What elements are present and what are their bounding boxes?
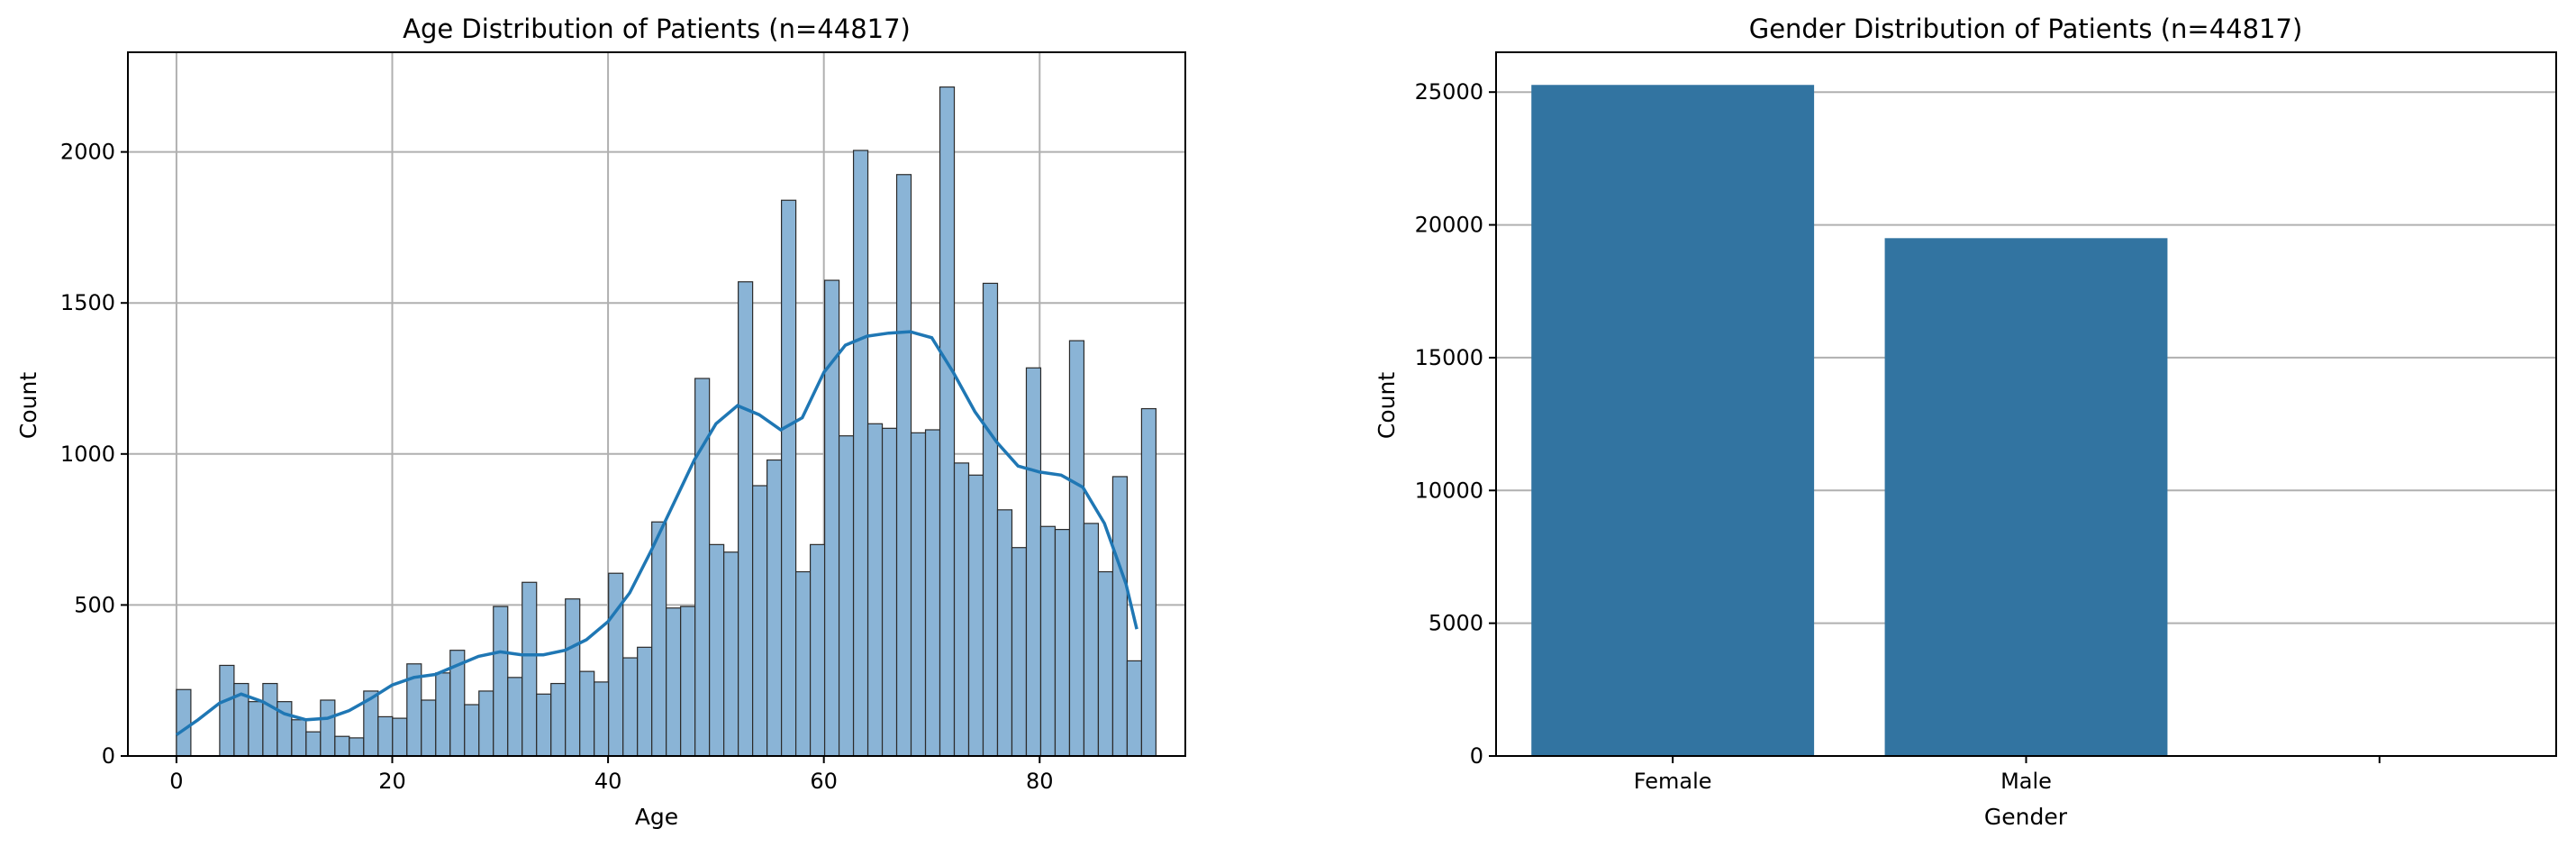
age-histogram-bar	[651, 521, 667, 757]
age-histogram-bar	[967, 474, 984, 757]
age-x-tick-label: 20	[378, 769, 406, 794]
age-histogram-bar	[866, 423, 884, 757]
gender-x-tick-label: Female	[1634, 769, 1712, 794]
age-histogram-bar	[421, 699, 437, 757]
gender-x-axis-label: Gender	[1984, 804, 2068, 830]
gender-y-tick-label: 5000	[1429, 611, 1483, 636]
age-x-axis-label: Age	[635, 804, 678, 830]
age-histogram-bar	[738, 281, 754, 757]
gender-chart-title: Gender Distribution of Patients (n=44817…	[1749, 14, 2303, 44]
gender-bar	[1884, 238, 2168, 756]
age-histogram-bar	[709, 543, 725, 757]
age-chart-title: Age Distribution of Patients (n=44817)	[403, 14, 911, 44]
age-histogram-bar	[291, 719, 307, 757]
age-histogram-bar	[1068, 340, 1085, 757]
age-histogram-bar	[723, 551, 739, 757]
age-histogram-bar	[536, 693, 552, 757]
age-x-tick-label: 40	[594, 769, 622, 794]
age-y-tick-label: 1500	[60, 290, 115, 315]
gender-x-ticks: Female Male	[1634, 756, 2381, 794]
age-histogram-bar	[766, 459, 783, 757]
gender-y-tick-label: 0	[1470, 743, 1483, 769]
age-histogram-bar	[622, 657, 639, 757]
age-histogram-bar	[219, 664, 235, 757]
gender-y-axis-label: Count	[1374, 372, 1400, 439]
age-histogram-bar	[305, 731, 322, 757]
age-y-axis-label: Count	[15, 372, 41, 439]
age-histogram-bar	[939, 86, 956, 757]
age-histogram-bar	[666, 607, 682, 757]
age-histogram-bar	[982, 282, 999, 757]
age-histogram-bar	[478, 690, 494, 757]
age-y-tick-label: 2000	[60, 140, 115, 165]
age-histogram-bar	[608, 572, 624, 757]
gender-bar-chart: Female Male 0 5000 10000 15000 20000 25000 Gen…	[1374, 14, 2557, 830]
age-histogram-bar	[1025, 367, 1042, 757]
age-y-tick-label: 1000	[60, 442, 115, 467]
age-y-ticks: 0 500 1000 1500 2000	[60, 140, 128, 769]
gender-y-tick-label: 10000	[1415, 478, 1483, 503]
age-x-ticks: 0 20 40 60 80	[169, 756, 1054, 794]
age-histogram-bar	[794, 570, 812, 757]
age-histogram-bar	[809, 543, 826, 757]
age-histogram-bar	[507, 677, 523, 757]
age-histogram-bar	[550, 682, 567, 757]
age-histogram-bar	[637, 646, 653, 757]
age-histogram-bar	[1140, 407, 1157, 757]
age-histogram-bar	[1097, 570, 1114, 757]
age-histogram-bar	[493, 606, 509, 757]
age-x-tick-label: 60	[810, 769, 838, 794]
age-histogram-bar	[881, 427, 898, 757]
age-histogram-bar	[334, 735, 350, 757]
age-histogram-bar	[248, 701, 264, 757]
age-histogram-bar	[1054, 529, 1071, 757]
gender-bars	[1531, 85, 2168, 757]
age-histogram-bar	[781, 199, 797, 757]
age-histogram-bar	[1011, 547, 1028, 757]
age-histogram-frame	[127, 51, 1186, 757]
age-histogram-bar	[176, 688, 192, 757]
age-histogram-bar	[680, 606, 696, 757]
gender-x-tick-label: Male	[2000, 769, 2052, 794]
age-histogram-bar	[996, 509, 1013, 757]
age-histogram-bar	[565, 598, 581, 757]
age-histogram-bar	[1083, 523, 1100, 757]
age-histogram-bar	[752, 485, 768, 757]
age-kde-line	[175, 330, 1138, 736]
age-y-tick-label: 0	[102, 743, 115, 769]
age-histogram-bar	[594, 681, 610, 757]
age-histogram-bars	[176, 86, 1157, 757]
age-y-tick-label: 500	[74, 592, 115, 617]
age-histogram-bar	[1111, 476, 1129, 757]
age-histogram-bar	[349, 737, 365, 757]
age-histogram-bar	[910, 432, 927, 757]
age-histogram-bar	[435, 672, 451, 757]
age-x-tick-label: 0	[169, 769, 183, 794]
age-histogram-bar	[522, 581, 538, 757]
age-histogram-bar	[924, 429, 941, 757]
gender-y-ticks: 0 5000 10000 15000 20000 25000	[1415, 79, 1496, 769]
age-x-tick-label: 80	[1026, 769, 1054, 794]
age-histogram-bar	[823, 279, 840, 757]
age-histogram-bar	[895, 174, 912, 757]
age-histogram-bar	[1039, 525, 1057, 757]
age-histogram-bar	[953, 462, 970, 757]
gender-y-tick-label: 15000	[1415, 345, 1483, 370]
age-histogram-bar	[320, 699, 336, 757]
age-histogram-bar	[262, 682, 278, 757]
gender-bar	[1531, 85, 1815, 757]
gender-y-tick-label: 25000	[1415, 79, 1483, 105]
age-histogram-bar	[852, 150, 869, 757]
age-histogram-bar	[579, 670, 595, 757]
age-histogram-bar	[1126, 660, 1143, 757]
age-histogram-chart: 0 20 40 60 80 0 500 1000 1500 2000 Age Distribut…	[15, 14, 1186, 830]
gender-y-tick-label: 20000	[1415, 213, 1483, 238]
age-histogram-bar	[464, 704, 480, 757]
age-histogram-bar	[392, 717, 408, 757]
age-histogram-bar	[377, 715, 394, 757]
age-histogram-bar	[694, 378, 711, 757]
age-histogram-bar	[838, 435, 855, 757]
